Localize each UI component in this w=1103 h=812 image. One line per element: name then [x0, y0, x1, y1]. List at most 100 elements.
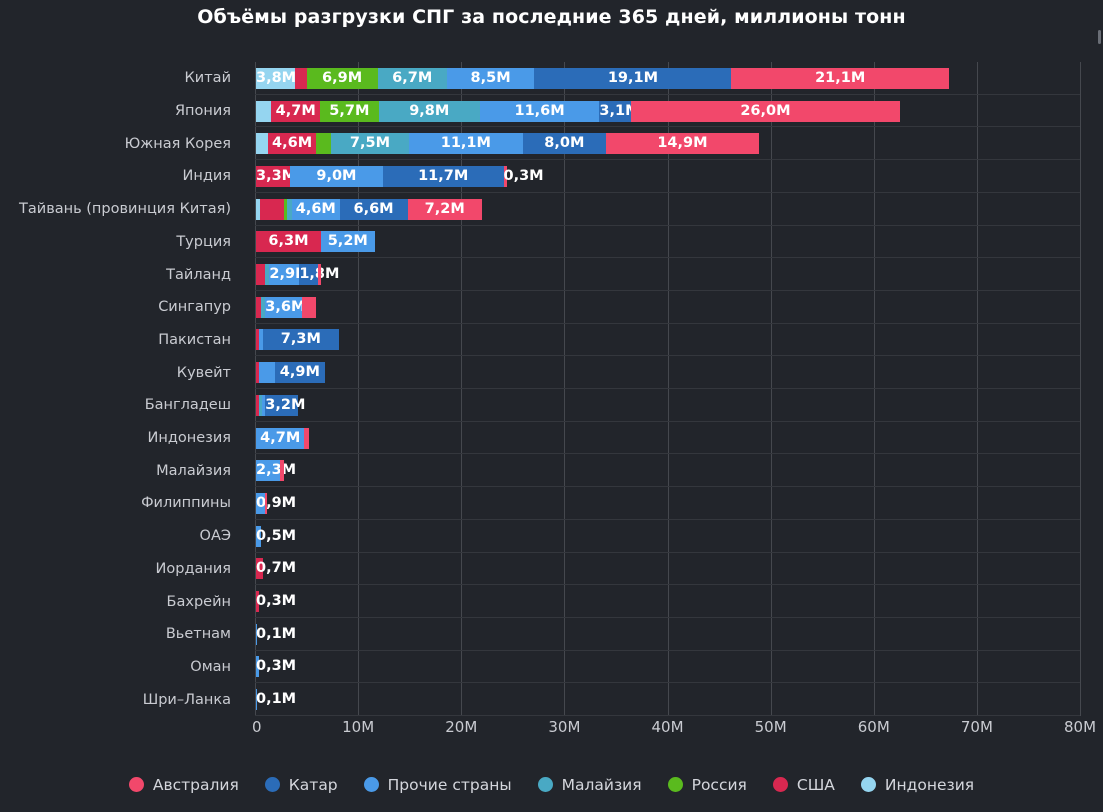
bar-segment[interactable]: 6,3M [256, 231, 321, 253]
stacked-bar[interactable]: 0,1M [256, 689, 296, 711]
bar-segment[interactable]: 11,1M [408, 133, 524, 155]
bar-segment[interactable]: 3,8M [256, 67, 296, 89]
stacked-bar[interactable]: 2,3M [256, 460, 296, 482]
stacked-bar[interactable]: 2,9M1,8M [256, 264, 339, 286]
scroll-indicator[interactable] [1098, 30, 1101, 44]
bar-segment[interactable] [279, 460, 284, 482]
bar-segment[interactable]: 3,1M [599, 100, 640, 122]
bar-segment[interactable] [315, 133, 332, 155]
bar-segment[interactable] [265, 264, 270, 286]
bar-segment[interactable]: 4,6M [268, 133, 316, 155]
stacked-bar[interactable]: 4,6M 7,5M 11,1M 8,0M 14,9M [256, 133, 760, 155]
bar-segment[interactable]: 19,1M [534, 67, 732, 89]
bar-segment[interactable]: 0,1M [256, 689, 296, 711]
legend-item[interactable]: США [772, 776, 835, 794]
bar-segment[interactable] [286, 198, 293, 220]
bar-segment[interactable]: 5,2M [320, 231, 375, 253]
stacked-bar[interactable]: 0,3M [256, 656, 296, 678]
bar-segment[interactable]: 11,6M [479, 100, 600, 122]
legend-swatch-icon [537, 777, 553, 792]
chart-row: 4,9M [255, 356, 1080, 389]
bar-segment[interactable] [259, 362, 275, 384]
bar-segment[interactable] [256, 362, 260, 384]
bar-segment[interactable] [317, 264, 321, 286]
bar-segment[interactable]: 0,9M [256, 492, 296, 514]
bar-segment[interactable]: 3,3M [256, 165, 296, 187]
bar-segment[interactable]: 0,3M [256, 656, 296, 678]
bar-segment[interactable]: 7,2M [407, 198, 482, 220]
bar-segment[interactable]: 8,0M [523, 133, 606, 155]
bar-segment[interactable]: 0,5M [256, 525, 296, 547]
bar-segment[interactable]: 0,3M [256, 591, 296, 613]
bar-segment[interactable] [256, 133, 269, 155]
bar-segment[interactable] [283, 198, 287, 220]
legend-item[interactable]: Прочие страны [363, 776, 512, 794]
stacked-bar[interactable]: 4,9M [256, 362, 326, 384]
stacked-bar[interactable]: 4,7M [256, 427, 309, 449]
bar-segment-label: 9,8M [409, 102, 450, 119]
chart-row: 0,5M [255, 520, 1080, 553]
legend-item[interactable]: Индонезия [860, 776, 974, 794]
legend-item[interactable]: Австралия [128, 776, 239, 794]
legend-item[interactable]: Катар [264, 776, 338, 794]
bar-segment[interactable]: 4,7M [256, 427, 305, 449]
bar-segment[interactable]: 26,0M [631, 100, 900, 122]
stacked-bar[interactable]: 0,9M [256, 492, 296, 514]
legend-item[interactable]: Малайзия [537, 776, 642, 794]
stacked-bar[interactable]: 3,3M 9,0M 11,7M 0,3M [256, 165, 544, 187]
bar-segment[interactable]: 6,6M [339, 198, 408, 220]
bar-segment[interactable] [256, 394, 260, 416]
bar-segment[interactable] [259, 394, 263, 416]
bar-segment[interactable]: 0,7M [256, 558, 296, 580]
bar-segment[interactable]: 4,9M [274, 362, 326, 384]
bar-segment[interactable]: 3,6M [265, 296, 305, 318]
x-axis-tick-label: 0 [252, 718, 262, 736]
bar-segment[interactable]: 6,9M [306, 67, 378, 89]
legend-item[interactable]: Россия [667, 775, 747, 794]
stacked-bar[interactable]: 0,5M [256, 525, 296, 547]
bar-segment[interactable] [261, 296, 266, 318]
bar-segment[interactable]: 4,7M [271, 100, 320, 122]
bar-segment[interactable]: 8,5M [446, 67, 535, 89]
bar-segment[interactable]: 2,3M [256, 460, 296, 482]
stacked-bar[interactable]: 6,3M 5,2M [256, 231, 375, 253]
bar-segment[interactable]: 9,0M [290, 165, 383, 187]
bar-segment[interactable]: 6,7M [377, 67, 447, 89]
bar-segment[interactable] [256, 329, 260, 351]
stacked-bar[interactable]: 4,6M 6,6M 7,2M [256, 198, 482, 220]
bar-segment[interactable]: 4,6M [292, 198, 340, 220]
stacked-bar[interactable]: 0,3M [256, 591, 296, 613]
bar-segment[interactable] [256, 100, 272, 122]
bar-segment[interactable]: 11,7M [382, 165, 504, 187]
bar-segment[interactable] [259, 329, 264, 351]
stacked-bar[interactable]: 3,2M [256, 394, 305, 416]
bar-segment[interactable]: 14,9M [605, 133, 760, 155]
bar-segment[interactable] [256, 264, 266, 286]
bar-segment[interactable]: 7,3M [263, 329, 339, 351]
stacked-bar[interactable]: 7,3M [256, 329, 339, 351]
x-axis-tick-label: 10M [342, 718, 375, 736]
legend-label: Россия [691, 775, 747, 794]
bar-segment[interactable] [302, 296, 316, 318]
bar-segment[interactable]: 5,7M [319, 100, 379, 122]
bar-segment[interactable] [262, 394, 266, 416]
stacked-bar[interactable]: 3,8M 6,9M 6,7M 8,5M 19,1M 21,1M [256, 67, 949, 89]
bar-segment[interactable]: 0,1M [256, 623, 296, 645]
bar-segment[interactable]: 7,5M [331, 133, 409, 155]
bar-segment[interactable] [260, 198, 284, 220]
bar-segment[interactable] [295, 67, 307, 89]
bar-segment[interactable] [256, 198, 261, 220]
bar-segment[interactable]: 2,9M [269, 264, 310, 286]
bar-segment[interactable] [256, 296, 262, 318]
bar-segment[interactable]: 9,8M [378, 100, 480, 122]
bar-segment[interactable]: 1,8M [299, 264, 339, 286]
stacked-bar[interactable]: 4,7M 5,7M 9,8M 11,6M 3,1M 26,0M [256, 100, 900, 122]
stacked-bar[interactable]: 0,1M [256, 623, 296, 645]
stacked-bar[interactable]: 3,6M [256, 296, 316, 318]
bar-segment[interactable]: 21,1M [731, 67, 949, 89]
stacked-bar[interactable]: 0,7M [256, 558, 296, 580]
bar-segment[interactable]: 3,2M [265, 394, 305, 416]
bar-segment[interactable]: 0,3M [503, 165, 544, 187]
bar-segment[interactable] [304, 427, 309, 449]
bar-segment[interactable] [265, 492, 268, 514]
